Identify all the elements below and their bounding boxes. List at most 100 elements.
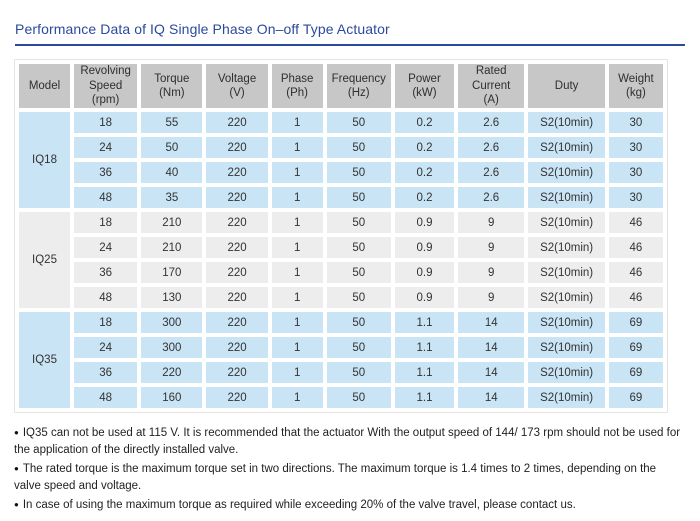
table-cell: 300 — [141, 312, 203, 333]
column-header-voltage: Voltage (V) — [206, 64, 268, 108]
table-cell: 220 — [206, 337, 268, 358]
table-cell: 50 — [326, 212, 391, 233]
table-cell: S2(10min) — [528, 262, 605, 283]
table-cell: 1 — [271, 112, 323, 133]
note-item: ● IQ35 can not be used at 115 V. It is re… — [14, 424, 686, 459]
table-cell: 0.2 — [394, 162, 455, 183]
table-cell: 210 — [141, 237, 203, 258]
table-cell: 0.2 — [394, 187, 455, 208]
table-cell: 1 — [271, 337, 323, 358]
table-cell: S2(10min) — [528, 187, 605, 208]
model-cell-iq25: IQ25 — [19, 212, 70, 308]
table-cell: 69 — [608, 312, 663, 333]
table-cell: 2.6 — [458, 187, 525, 208]
column-header-weight: Weight (kg) — [608, 64, 663, 108]
table-cell: 55 — [141, 112, 203, 133]
table-row: 24 50 220 1 50 0.2 2.6 S2(10min) 30 — [19, 137, 663, 158]
table-cell: 48 — [74, 287, 138, 308]
table-cell: 1 — [271, 387, 323, 408]
note-text: In case of using the maximum torque as r… — [22, 499, 576, 511]
column-header-frequency: Frequency (Hz) — [326, 64, 391, 108]
column-header-duty: Duty — [528, 64, 605, 108]
table-cell: 35 — [141, 187, 203, 208]
table-cell: 130 — [141, 287, 203, 308]
table-cell: 50 — [326, 262, 391, 283]
table-row: 48 35 220 1 50 0.2 2.6 S2(10min) 30 — [19, 187, 663, 208]
table-cell: 46 — [608, 237, 663, 258]
table-cell: 0.9 — [394, 212, 455, 233]
table-cell: 220 — [206, 237, 268, 258]
model-cell-iq18: IQ18 — [19, 112, 70, 208]
column-header-power: Power (kW) — [394, 64, 455, 108]
table-cell: 220 — [206, 212, 268, 233]
header-row: Model Revolving Speed (rpm) Torque (Nm) … — [19, 64, 663, 108]
table-cell: 14 — [458, 387, 525, 408]
table-row: 24 210 220 1 50 0.9 9 S2(10min) 46 — [19, 237, 663, 258]
table-cell: S2(10min) — [528, 337, 605, 358]
column-header-model: Model — [19, 64, 70, 108]
bullet-icon: ● — [14, 500, 19, 509]
table-cell: 0.9 — [394, 262, 455, 283]
table-cell: 0.2 — [394, 112, 455, 133]
table-cell: 170 — [141, 262, 203, 283]
table-cell: 50 — [326, 362, 391, 383]
table-cell: S2(10min) — [528, 162, 605, 183]
bullet-icon: ● — [14, 464, 19, 473]
table-cell: 18 — [74, 212, 138, 233]
table-cell: 1 — [271, 212, 323, 233]
table-cell: 0.9 — [394, 287, 455, 308]
table-cell: 1 — [271, 237, 323, 258]
table-row: IQ35 18 300 220 1 50 1.1 14 S2(10min) 69 — [19, 312, 663, 408]
table-cell: 1.1 — [394, 312, 455, 333]
table-cell: 36 — [74, 262, 138, 283]
table-cell: 24 — [74, 137, 138, 158]
table-cell: 50 — [326, 112, 391, 133]
performance-table: Model Revolving Speed (rpm) Torque (Nm) … — [15, 60, 667, 412]
table-row: IQ18 18 55 220 1 50 0.2 2.6 S2(10min) 30 — [19, 112, 663, 208]
note-item: ● The rated torque is the maximum torque … — [14, 460, 686, 495]
table-cell: 50 — [326, 287, 391, 308]
table-cell: 24 — [74, 237, 138, 258]
table-cell: 1.1 — [394, 362, 455, 383]
table-row: 48 130 220 1 50 0.9 9 S2(10min) 46 — [19, 287, 663, 308]
table-cell: 46 — [608, 262, 663, 283]
table-cell: 24 — [74, 337, 138, 358]
table-cell: 18 — [74, 112, 138, 133]
table-cell: 220 — [206, 387, 268, 408]
table-cell: 220 — [206, 137, 268, 158]
table-cell: 69 — [608, 337, 663, 358]
table-cell: 9 — [458, 237, 525, 258]
page: Performance Data of IQ Single Phase On–o… — [0, 21, 700, 521]
table-cell: 1 — [271, 312, 323, 333]
table-cell: S2(10min) — [528, 362, 605, 383]
table-cell: 220 — [206, 362, 268, 383]
note-text: IQ35 can not be used at 115 V. It is rec… — [14, 427, 681, 456]
table-cell: 1 — [271, 187, 323, 208]
table-cell: 50 — [326, 187, 391, 208]
table-cell: 9 — [458, 287, 525, 308]
table-cell: 14 — [458, 337, 525, 358]
table-cell: 0.9 — [394, 237, 455, 258]
note-text: The rated torque is the maximum torque s… — [14, 463, 657, 492]
table-cell: 9 — [458, 212, 525, 233]
table-cell: 46 — [608, 287, 663, 308]
table-cell: 30 — [608, 187, 663, 208]
table-cell: 40 — [141, 162, 203, 183]
table-cell: 1 — [271, 262, 323, 283]
column-header-rated-current: Rated Current (A) — [458, 64, 525, 108]
table-cell: 1 — [271, 137, 323, 158]
table-cell: 1 — [271, 362, 323, 383]
table-cell: 2.6 — [458, 162, 525, 183]
table-cell: 220 — [206, 287, 268, 308]
table-cell: S2(10min) — [528, 112, 605, 133]
table-cell: 30 — [608, 112, 663, 133]
page-title: Performance Data of IQ Single Phase On–o… — [15, 21, 685, 46]
table-row: 36 220 220 1 50 1.1 14 S2(10min) 69 — [19, 362, 663, 383]
column-header-revolving-speed: Revolving Speed (rpm) — [74, 64, 138, 108]
table-cell: 160 — [141, 387, 203, 408]
table-cell: 50 — [326, 312, 391, 333]
table-row: 36 170 220 1 50 0.9 9 S2(10min) 46 — [19, 262, 663, 283]
note-item: ● In case of using the maximum torque as … — [14, 496, 686, 514]
table-cell: 50 — [326, 337, 391, 358]
table-row: 48 160 220 1 50 1.1 14 S2(10min) 69 — [19, 387, 663, 408]
